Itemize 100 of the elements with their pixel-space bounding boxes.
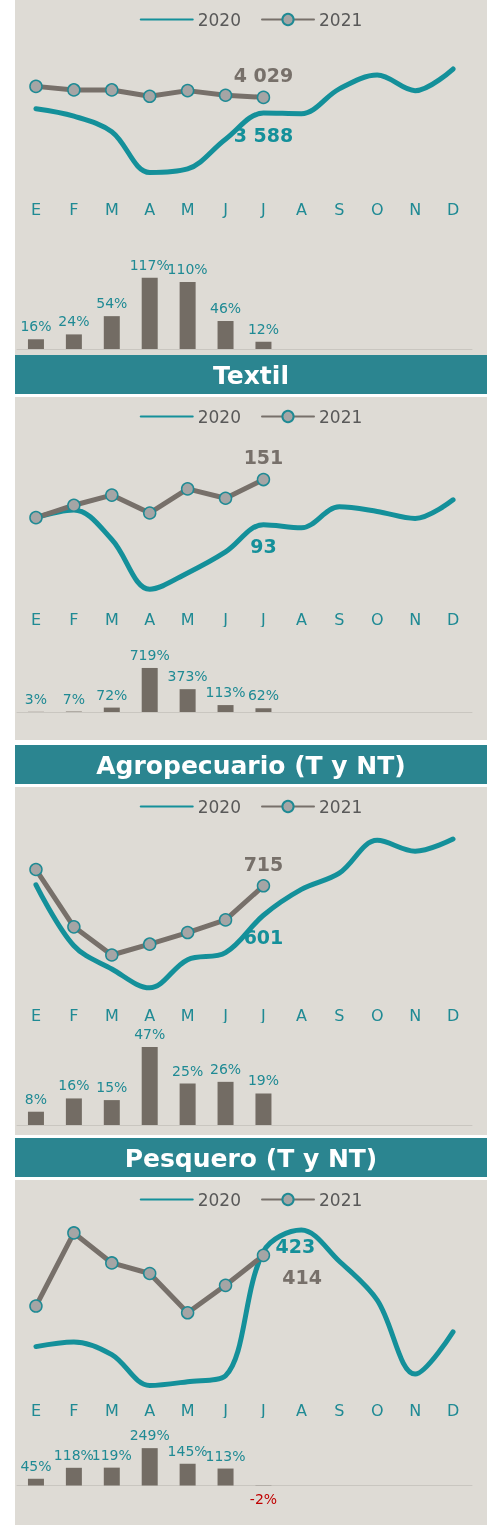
legend-label: 2020 (197, 406, 241, 427)
x-tick-label: A (295, 1400, 307, 1420)
legend-label: 2020 (197, 1189, 241, 1210)
x-tick-label: F (69, 1400, 79, 1420)
point (29, 510, 43, 525)
bar (217, 1081, 234, 1125)
x-tick-label: E (30, 1005, 42, 1025)
data-label: 46% (209, 300, 242, 317)
bar (179, 1083, 196, 1125)
legend-label: 2021 (319, 406, 363, 427)
x-tick-label: A (144, 199, 156, 219)
legend-label: 2021 (319, 9, 363, 30)
bar (65, 1467, 82, 1486)
bar (103, 707, 120, 712)
data-label: 19% (247, 1072, 280, 1089)
x-tick-label: S (334, 1400, 345, 1420)
x-tick-label: S (334, 1005, 345, 1025)
data-label: 16% (20, 318, 52, 335)
data-label: 72% (96, 686, 128, 703)
x-tick-label: N (409, 609, 422, 629)
x-tick-label: M (180, 1005, 195, 1025)
data-label: -2% (249, 1490, 278, 1507)
bar (179, 689, 196, 712)
data-label: 145% (167, 1442, 208, 1459)
x-tick-label: E (30, 609, 42, 629)
chart-title: Textil (15, 355, 487, 397)
bar (141, 667, 158, 712)
x-tick-label: O (370, 199, 384, 219)
x-tick-label: N (409, 1400, 422, 1420)
bar (65, 1098, 82, 1125)
x-tick-label: J (260, 609, 266, 629)
legend-label: 2020 (197, 796, 241, 817)
legend-label: 2021 (319, 796, 363, 817)
data-label: 45% (20, 1457, 52, 1474)
x-tick-label: M (104, 1400, 119, 1420)
x-tick-label: D (446, 609, 460, 629)
x-tick-label: D (446, 199, 460, 219)
bar (103, 316, 120, 349)
data-label: 117% (129, 256, 170, 273)
x-tick-label: O (370, 1400, 384, 1420)
legend-label: 2021 (319, 1189, 363, 1210)
data-label: 47% (134, 1025, 166, 1042)
x-tick-label: J (222, 1400, 228, 1420)
x-tick-label: M (104, 1005, 119, 1025)
bar (255, 1093, 272, 1125)
x-tick-label: S (334, 609, 345, 629)
data-label: 15% (96, 1079, 128, 1096)
x-tick-label: M (180, 199, 195, 219)
bar (141, 277, 158, 349)
data-label: 249% (129, 1427, 170, 1444)
data-label: 8% (24, 1090, 48, 1107)
x-tick-label: F (69, 609, 79, 629)
data-label: 26% (209, 1060, 242, 1077)
x-tick-label: A (295, 609, 307, 629)
x-tick-label: D (446, 1005, 460, 1025)
x-tick-label: E (30, 199, 42, 219)
x-tick-label: F (69, 199, 79, 219)
x-tick-label: D (446, 1400, 460, 1420)
bar (103, 1100, 120, 1125)
data-label: 4 029 (233, 64, 294, 87)
data-label: 7% (62, 690, 85, 707)
data-label: 151 (243, 446, 284, 469)
x-tick-label: M (104, 199, 119, 219)
data-label: 54% (96, 295, 128, 312)
data-label: 414 (282, 1266, 322, 1289)
bar (179, 1463, 196, 1486)
data-label: 423 (275, 1234, 316, 1257)
x-tick-label: M (180, 1400, 195, 1420)
data-label: 16% (58, 1077, 90, 1094)
bar (217, 705, 234, 712)
x-tick-label: F (69, 1005, 79, 1025)
data-label: 715 (243, 852, 284, 875)
bar (255, 708, 272, 712)
bar (141, 1448, 158, 1486)
bar (141, 1046, 158, 1125)
x-tick-label: J (260, 199, 266, 219)
x-tick-label: A (295, 199, 307, 219)
x-tick-label: S (334, 199, 345, 219)
x-tick-label: J (222, 1005, 228, 1025)
x-tick-label: N (409, 199, 422, 219)
bar (27, 339, 44, 349)
bar (65, 334, 82, 349)
data-label: 3% (24, 690, 48, 707)
x-tick-label: A (295, 1005, 307, 1025)
legend-label: 2020 (197, 9, 241, 30)
x-tick-label: O (370, 609, 384, 629)
x-tick-label: J (222, 609, 228, 629)
bar (217, 321, 234, 349)
data-label: 93 (250, 535, 277, 558)
chart-title: Agropecuario (T y NT) (15, 745, 487, 787)
bar (27, 1478, 44, 1486)
x-tick-label: A (144, 1400, 156, 1420)
bar (217, 1468, 234, 1486)
data-label: 719% (129, 646, 170, 663)
x-tick-label: J (222, 199, 228, 219)
data-label: 113% (205, 684, 246, 701)
x-tick-label: N (409, 1005, 422, 1025)
data-label: 373% (167, 668, 208, 685)
bar (27, 1111, 44, 1125)
x-tick-label: A (144, 609, 156, 629)
